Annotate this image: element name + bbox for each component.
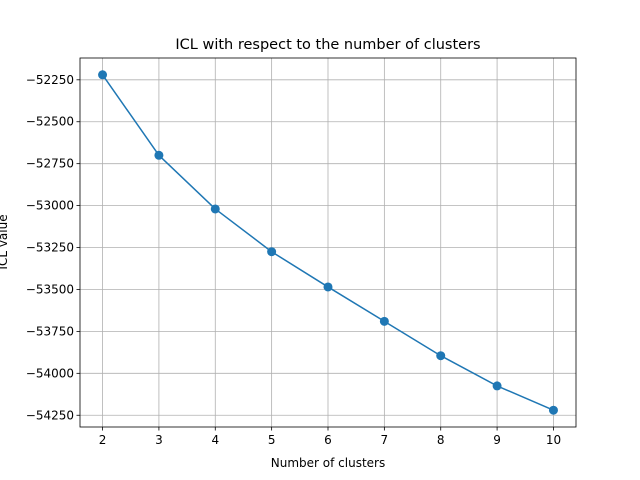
- y-tick-label: −52500: [26, 115, 74, 129]
- x-axis-label: Number of clusters: [271, 456, 385, 470]
- x-tick-label: 6: [324, 433, 332, 447]
- y-tick-label: −54250: [26, 408, 74, 422]
- data-point: [436, 351, 446, 361]
- data-point: [323, 282, 333, 292]
- x-tick-label: 9: [493, 433, 501, 447]
- y-tick-label: −54000: [26, 366, 74, 380]
- x-tick-label: 8: [437, 433, 445, 447]
- data-point: [267, 247, 277, 257]
- x-tick-label: 10: [546, 433, 561, 447]
- data-point: [548, 405, 558, 415]
- data-point: [210, 204, 220, 214]
- y-tick-label: −53250: [26, 241, 74, 255]
- data-point: [98, 70, 108, 80]
- series-layer: [98, 70, 558, 415]
- y-tick-label: −52250: [26, 73, 74, 87]
- x-tick-label: 7: [381, 433, 389, 447]
- tick-labels: 2 3 4 5 6 7 8 9 10 −52250 −52500 −52750 −53000 −53250…: [26, 73, 561, 447]
- x-tick-label: 5: [268, 433, 276, 447]
- chart-title: ICL with respect to the number of cluste…: [175, 37, 480, 53]
- x-tick-label: 3: [155, 433, 163, 447]
- grid-lines: [80, 58, 576, 427]
- data-point: [154, 150, 164, 160]
- axes: [76, 57, 577, 431]
- y-tick-label: −53500: [26, 282, 74, 296]
- y-tick-label: −52750: [26, 157, 74, 171]
- y-tick-label: −53000: [26, 199, 74, 213]
- y-axis-label: ICL value: [0, 214, 10, 269]
- y-tick-label: −53750: [26, 324, 74, 338]
- data-point: [379, 316, 389, 326]
- data-point: [492, 381, 502, 391]
- x-tick-label: 4: [211, 433, 219, 447]
- x-tick-label: 2: [99, 433, 107, 447]
